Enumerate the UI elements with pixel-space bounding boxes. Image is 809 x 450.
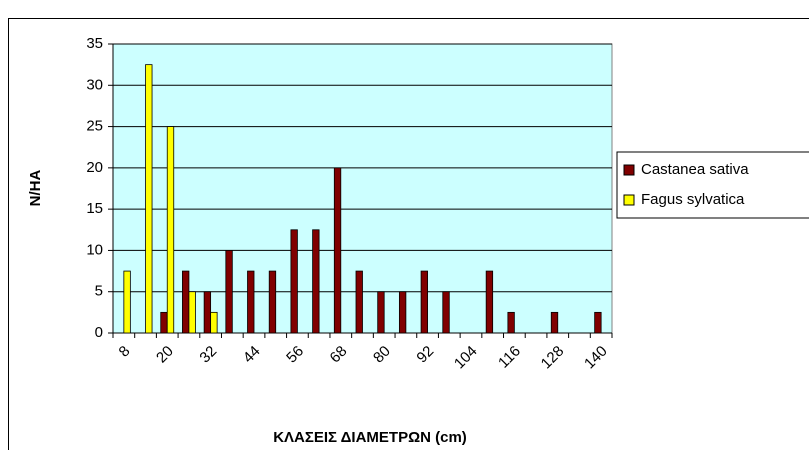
- bar: [145, 64, 153, 334]
- bar: [210, 311, 218, 334]
- bar: [290, 229, 298, 334]
- bar: [225, 250, 233, 334]
- bar: [188, 291, 196, 334]
- bar: [355, 270, 363, 334]
- bar: [550, 311, 559, 334]
- bar: [442, 291, 450, 334]
- legend-box: [616, 151, 809, 219]
- y-axis-title: N/HA: [27, 170, 44, 207]
- bar: [485, 270, 494, 334]
- bar: [182, 270, 190, 334]
- legend-label: Fagus sylvatica: [641, 191, 745, 208]
- bar: [203, 291, 212, 334]
- y-tick-label: 25: [86, 118, 103, 135]
- bar: [247, 270, 255, 334]
- y-tick-label: 5: [95, 283, 103, 300]
- legend-label: Castanea sativa: [641, 161, 749, 178]
- bar: [160, 311, 168, 334]
- bar: [166, 126, 175, 334]
- bar: [377, 291, 385, 334]
- bar: [594, 311, 602, 334]
- bar: [312, 229, 320, 334]
- y-tick-label: 20: [86, 159, 103, 176]
- y-tick-label: 30: [86, 76, 103, 93]
- bar: [420, 270, 428, 334]
- bar: [333, 167, 342, 334]
- y-tick-label: 10: [86, 241, 103, 258]
- bar: [507, 311, 515, 334]
- y-tick-label: 35: [86, 35, 103, 52]
- y-tick-label: 0: [95, 324, 103, 341]
- legend-swatch: [623, 164, 635, 176]
- bar: [123, 270, 131, 334]
- y-tick-label: 15: [86, 200, 103, 217]
- x-axis-title: ΚΛΑΣΕΙΣ ΔΙΑΜΕΤΡΩΝ (cm): [273, 429, 467, 446]
- legend-swatch: [623, 194, 635, 206]
- bar: [398, 291, 407, 334]
- bar: [268, 270, 277, 334]
